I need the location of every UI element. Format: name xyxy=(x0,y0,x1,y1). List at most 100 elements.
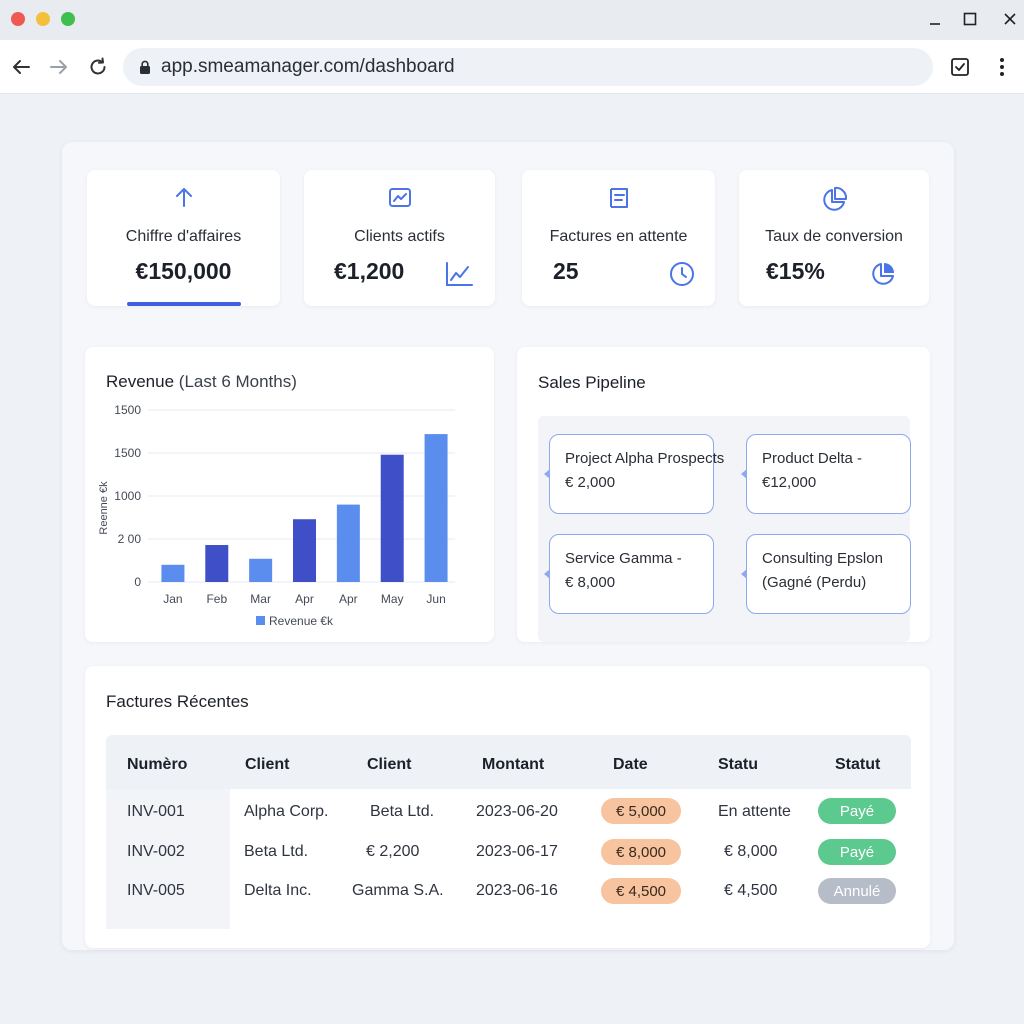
kpi-label: Factures en attente xyxy=(549,228,688,245)
column-header-numero[interactable]: Numèro xyxy=(127,756,188,773)
line-chart-icon xyxy=(444,260,474,288)
chart-title-main: Revenue xyxy=(106,372,175,391)
invoices-title: Factures Récentes xyxy=(106,692,249,711)
reload-icon[interactable] xyxy=(85,54,111,80)
y-tick-label: 1500 xyxy=(114,446,141,460)
close-window-button[interactable] xyxy=(11,12,25,26)
cell-montant: 2023-06-17 xyxy=(476,843,558,860)
revenue-bar-chart: 1500 1500 1000 2 00 0 Reenne €k Jan Feb Mar Apr Ap… xyxy=(98,403,455,628)
more-menu-icon[interactable] xyxy=(989,54,1015,80)
cell-client: Alpha Corp. xyxy=(244,803,329,820)
legend-label: Revenue €k xyxy=(269,614,334,628)
amount-pill: € 5,000 xyxy=(601,798,681,824)
deal-name: Product Delta - xyxy=(762,450,863,467)
cell-statu: € 8,000 xyxy=(724,843,778,860)
forward-arrow-icon[interactable] xyxy=(46,54,72,80)
address-bar[interactable]: app.smeamanager.com/dashboard xyxy=(123,48,933,86)
amount-pill: € 8,000 xyxy=(601,839,681,865)
y-tick-label: 1500 xyxy=(114,403,141,417)
bar xyxy=(249,558,273,582)
x-tick-label: Feb xyxy=(206,592,227,606)
cell-client: Beta Ltd. xyxy=(244,843,309,860)
cell-numero: INV-005 xyxy=(127,882,185,899)
active-indicator xyxy=(127,302,241,306)
restore-icon[interactable] xyxy=(958,8,982,30)
kpi-card-conversion[interactable]: Taux de conversion €15% xyxy=(739,170,929,306)
url-text: app.smeamanager.com/dashboard xyxy=(161,56,455,77)
y-tick-label: 0 xyxy=(134,575,141,589)
deal-amount: € 2,000 xyxy=(565,474,616,491)
y-axis-label: Reenne €k xyxy=(98,481,110,535)
minimize-window-button[interactable] xyxy=(36,12,50,26)
status-badge: Payé xyxy=(818,798,896,824)
column-header-montant[interactable]: Montant xyxy=(482,756,545,773)
deal-amount: (Gagné (Perdu) xyxy=(762,574,867,591)
table-header xyxy=(106,735,911,789)
document-icon xyxy=(522,186,715,212)
status-badge: Annulé xyxy=(818,878,896,904)
deal-name: Project Alpha Prospects xyxy=(565,450,725,467)
cell-client: Delta Inc. xyxy=(244,882,312,899)
pipeline-title: Sales Pipeline xyxy=(538,373,646,392)
browser-titlebar xyxy=(0,0,1024,40)
close-icon[interactable] xyxy=(998,8,1022,30)
x-tick-label: Jun xyxy=(426,592,445,606)
deal-amount: € 8,000 xyxy=(565,574,616,591)
cell-numero: INV-002 xyxy=(127,843,185,860)
clock-icon xyxy=(668,260,698,288)
legend-swatch xyxy=(256,616,265,625)
maximize-window-button[interactable] xyxy=(61,12,75,26)
column-header-client[interactable]: Client xyxy=(245,756,290,773)
pie-chart-icon xyxy=(739,186,929,212)
bar xyxy=(293,519,316,582)
kpi-value: €1,200 xyxy=(334,258,405,284)
amount-pill: € 4,500 xyxy=(601,878,681,904)
x-tick-label: Jan xyxy=(163,592,182,606)
bar xyxy=(205,545,229,582)
x-tick-label: Mar xyxy=(250,592,271,606)
x-tick-label: Apr xyxy=(339,592,358,606)
cell-numero: INV-001 xyxy=(127,803,185,820)
bar xyxy=(161,564,185,582)
cell-statu: € 4,500 xyxy=(724,882,778,899)
checkbox-icon[interactable] xyxy=(947,54,973,80)
chart-title: Revenue (Last 6 Months) xyxy=(106,372,297,392)
pipeline-deal-card[interactable]: Service Gamma - € 8,000 xyxy=(544,534,714,614)
kpi-label: Taux de conversion xyxy=(765,228,903,245)
kpi-label: Chiffre d'affaires xyxy=(125,228,242,245)
kpi-card-clients[interactable]: Clients actifs €1,200 xyxy=(304,170,495,306)
pipeline-deal-card[interactable]: Project Alpha Prospects € 2,000 xyxy=(544,434,725,514)
kpi-value: 25 xyxy=(553,258,579,284)
browser-toolbar: app.smeamanager.com/dashboard xyxy=(0,40,1024,94)
kpi-label: Clients actifs xyxy=(354,228,445,245)
cell-client-2: Gamma S.A. xyxy=(352,882,444,899)
pipeline-deal-card[interactable]: Consulting Epslon (Gagné (Perdu) xyxy=(741,534,911,614)
bar xyxy=(424,434,448,582)
bar xyxy=(380,454,404,582)
status-badge: Payé xyxy=(818,839,896,865)
y-tick-label: 2 00 xyxy=(118,532,142,546)
cell-montant: 2023-06-20 xyxy=(476,803,558,820)
bar xyxy=(336,504,360,582)
table-first-column-bg xyxy=(106,789,230,929)
column-header-date[interactable]: Date xyxy=(613,756,648,773)
column-header-client-2[interactable]: Client xyxy=(367,756,412,773)
chart-card-icon xyxy=(304,186,495,212)
cell-client-2: Beta Ltd. xyxy=(370,803,435,820)
column-header-statut[interactable]: Statut xyxy=(835,756,881,773)
lock-icon xyxy=(140,60,150,74)
kpi-card-pending-invoices[interactable]: Factures en attente 25 xyxy=(522,170,715,306)
column-header-statu[interactable]: Statu xyxy=(718,756,758,773)
pipeline-deal-card[interactable]: Product Delta - €12,000 xyxy=(741,434,911,514)
cell-statu: En attente xyxy=(718,803,791,820)
deal-amount: €12,000 xyxy=(762,474,817,491)
minimize-icon[interactable] xyxy=(923,8,947,30)
pie-chart-icon xyxy=(869,260,899,288)
y-tick-label: 1000 xyxy=(114,489,141,503)
kpi-card-revenue[interactable]: Chiffre d'affaires €150,000 xyxy=(87,170,280,306)
kpi-value: €150,000 xyxy=(135,258,232,284)
x-tick-label: Apr xyxy=(295,592,314,606)
back-arrow-icon[interactable] xyxy=(8,54,34,80)
arrow-up-icon xyxy=(87,186,280,212)
x-tick-label: May xyxy=(381,592,404,606)
